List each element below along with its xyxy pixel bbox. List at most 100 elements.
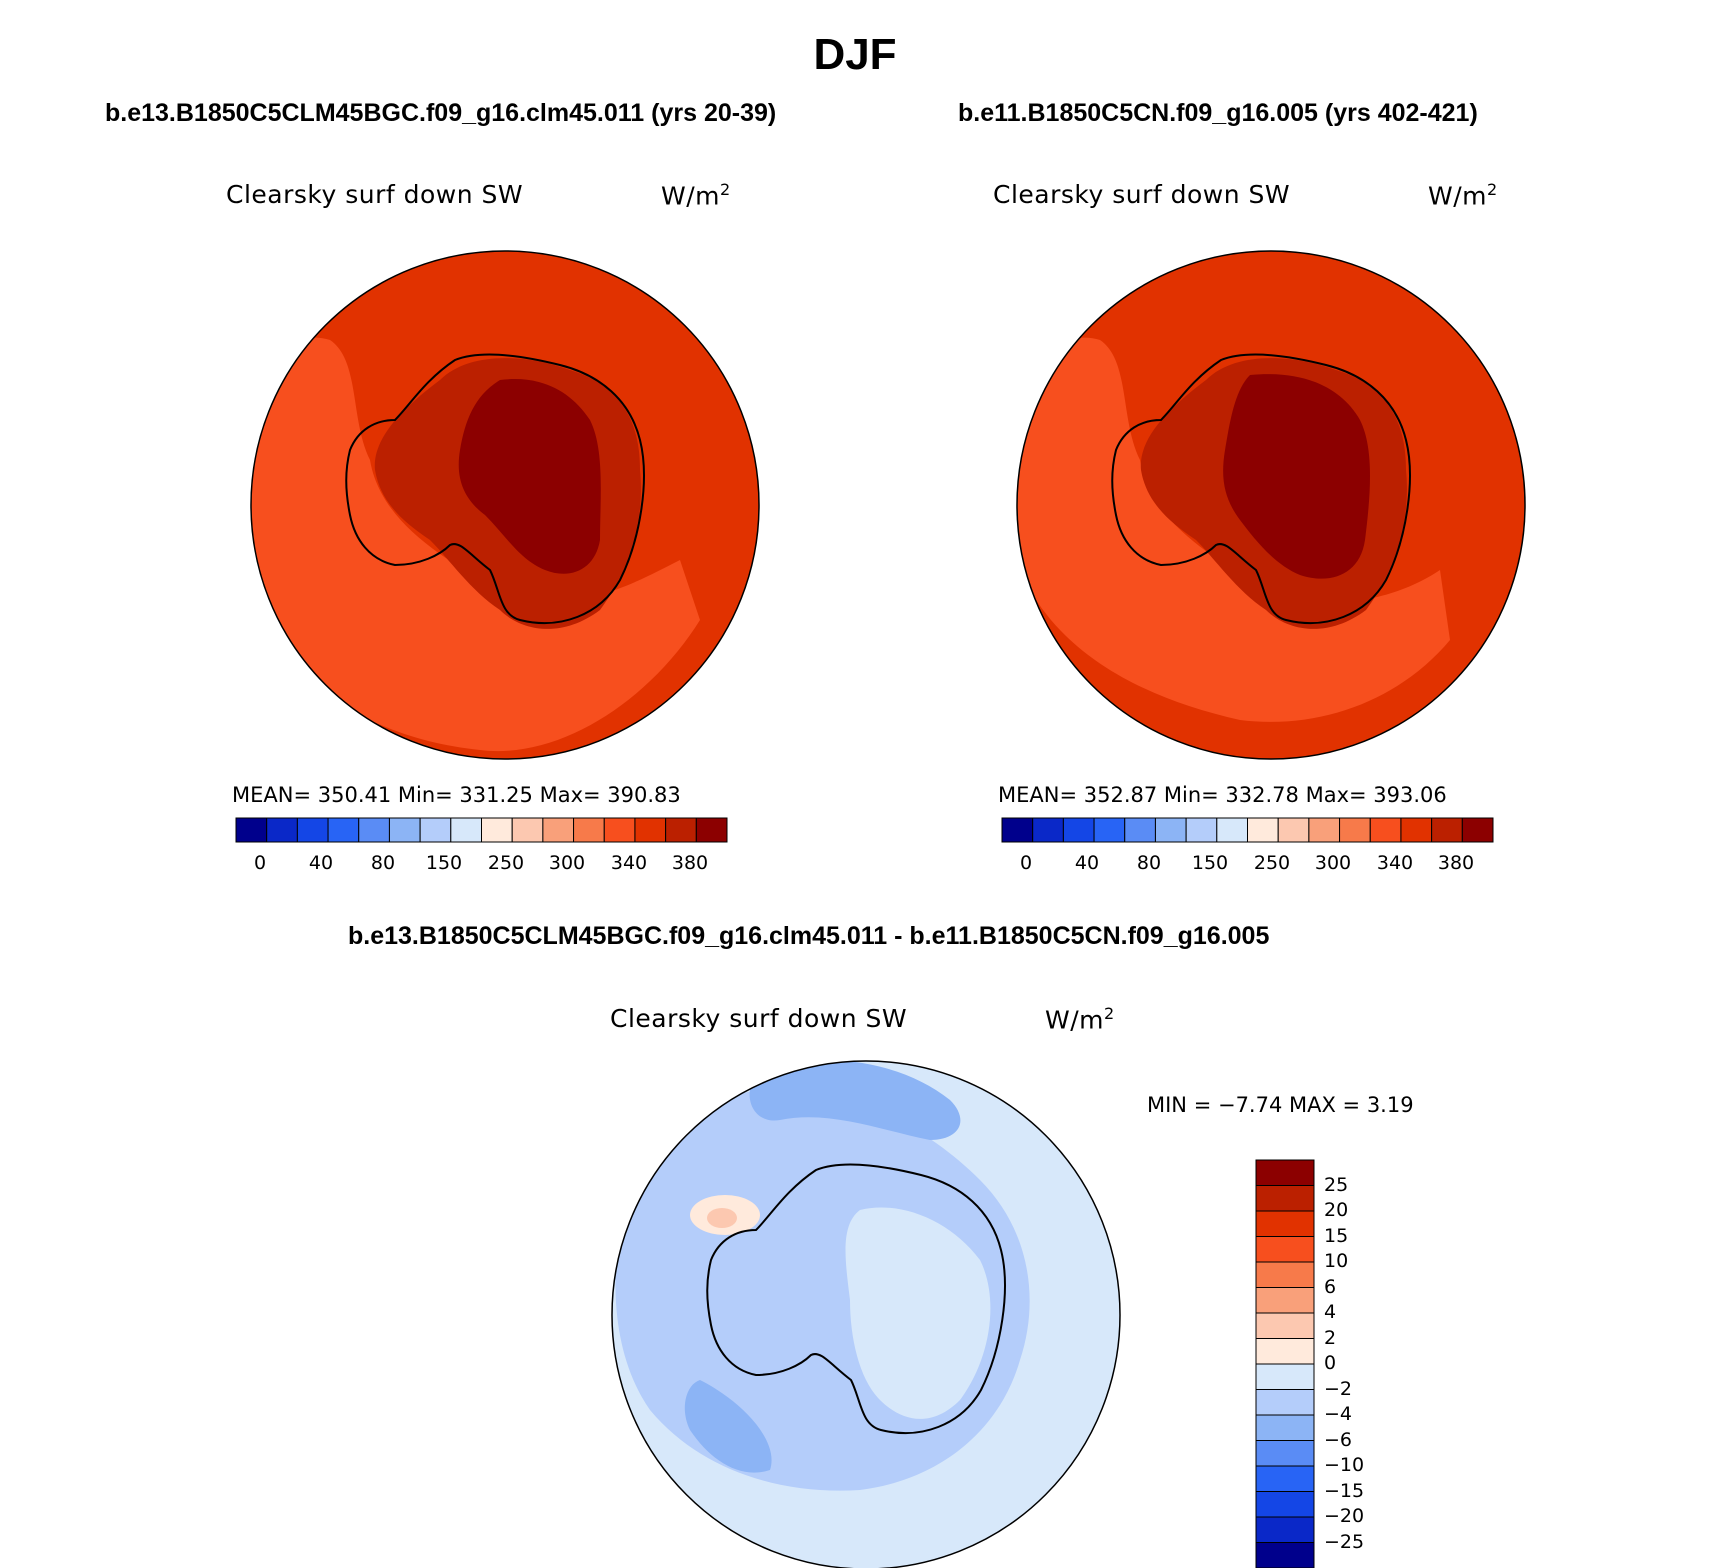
panel3-strong-band — [750, 1060, 961, 1140]
panel2-land-mid — [1141, 358, 1407, 629]
panel3-strong-band-south — [685, 1380, 772, 1473]
panel2-colorbar-box-13 — [1401, 818, 1432, 842]
panel2-tick-300: 300 — [1308, 852, 1358, 874]
panel1-tick-0: 0 — [235, 852, 285, 874]
diff-tick-15: 15 — [1324, 1225, 1348, 1247]
difference-colorbar-box-13 — [1256, 1492, 1314, 1518]
panel1-colorbar-box-12 — [604, 818, 635, 842]
panel2-colorbar-box-5 — [1155, 818, 1186, 842]
panel1-land-high — [459, 379, 601, 574]
panel1-colorbar-box-10 — [543, 818, 574, 842]
panel1-colorbar-box-14 — [666, 818, 697, 842]
difference-colorbar-box-10 — [1256, 1415, 1314, 1441]
difference-colorbar — [1256, 1160, 1314, 1568]
panel1-colorbar-box-8 — [482, 818, 513, 842]
panel1-tick-340: 340 — [604, 852, 654, 874]
panel2-colorbar-box-2 — [1063, 818, 1094, 842]
panel2-variable-label: Clearsky surf down SW — [993, 180, 1290, 209]
diff-tick-4: 4 — [1324, 1301, 1336, 1323]
panel1-map-border — [251, 251, 759, 759]
panel3-units-label: W/m2 — [1045, 1004, 1115, 1034]
panel3-mid-band — [615, 1089, 1029, 1491]
panel3-positive-area — [690, 1195, 760, 1235]
panel1-tick-250: 250 — [481, 852, 531, 874]
difference-colorbar-box-9 — [1256, 1390, 1314, 1416]
panel1-tick-300: 300 — [542, 852, 592, 874]
diff-tick-2: 2 — [1324, 1327, 1336, 1349]
panel1-colorbar-labels: 0 40 80 150 250 300 340 380 — [236, 852, 727, 876]
panel2-colorbar-box-6 — [1186, 818, 1217, 842]
panel3-minmax: MIN = −7.74 MAX = 3.19 — [1147, 1093, 1414, 1117]
panel2-tick-80: 80 — [1124, 852, 1174, 874]
diff-tick-minus20: −20 — [1324, 1505, 1364, 1527]
panel1-colorbar-box-13 — [635, 818, 666, 842]
panel1-land-mid — [375, 358, 641, 629]
panel2-colorbar-box-10 — [1309, 818, 1340, 842]
difference-colorbar-box-15 — [1256, 1543, 1314, 1568]
panel1-tick-150: 150 — [419, 852, 469, 874]
panel2-tick-250: 250 — [1247, 852, 1297, 874]
panel1-colorbar-box-9 — [512, 818, 543, 842]
difference-colorbar-labels: 25 20 15 10 6 4 2 0 −2 −4 −6 −10 −15 −20… — [1324, 1160, 1404, 1568]
panel1-colorbar-box-6 — [420, 818, 451, 842]
panel2-colorbar-box-1 — [1033, 818, 1064, 842]
panel2-tick-340: 340 — [1370, 852, 1420, 874]
panel2-coastline — [1112, 355, 1410, 623]
panel1-tick-40: 40 — [296, 852, 346, 874]
diff-tick-25: 25 — [1324, 1174, 1348, 1196]
difference-colorbar-box-0 — [1256, 1160, 1314, 1186]
panel1-units-label: W/m2 — [661, 180, 731, 210]
panel2-tick-150: 150 — [1185, 852, 1235, 874]
difference-colorbar-box-3 — [1256, 1237, 1314, 1263]
difference-colorbar-box-2 — [1256, 1211, 1314, 1237]
panel1-ocean — [251, 251, 759, 759]
diff-tick-minus4: −4 — [1324, 1403, 1352, 1425]
difference-colorbar-box-4 — [1256, 1262, 1314, 1288]
difference-colorbar-box-1 — [1256, 1186, 1314, 1212]
panel1-stats: MEAN= 350.41 Min= 331.25 Max= 390.83 — [232, 783, 681, 807]
difference-colorbar-box-8 — [1256, 1364, 1314, 1390]
panel2-colorbar-box-7 — [1217, 818, 1248, 842]
diff-tick-6: 6 — [1324, 1276, 1336, 1298]
difference-colorbar-box-14 — [1256, 1517, 1314, 1543]
panel1-colorbar-box-3 — [328, 818, 359, 842]
diff-tick-minus25: −25 — [1324, 1531, 1364, 1553]
diff-tick-minus6: −6 — [1324, 1429, 1352, 1451]
panel2-colorbar-box-11 — [1340, 818, 1371, 842]
panel2-colorbar-box-9 — [1278, 818, 1309, 842]
panel3-coastline — [707, 1165, 1005, 1433]
panel2-colorbar-box-8 — [1248, 818, 1279, 842]
difference-title: b.e13.B1850C5CLM45BGC.f09_g16.clm45.011 … — [348, 922, 1269, 951]
panel2-land-high — [1223, 374, 1370, 579]
panel1-colorbar-box-0 — [236, 818, 267, 842]
panel2-colorbar-box-4 — [1125, 818, 1156, 842]
difference-colorbar-box-11 — [1256, 1441, 1314, 1467]
diff-tick-10: 10 — [1324, 1250, 1348, 1272]
panel2-map-border — [1017, 251, 1525, 759]
case2-title: b.e11.B1850C5CN.f09_g16.005 (yrs 402-421… — [958, 99, 1478, 128]
panel1-colorbar-box-2 — [297, 818, 328, 842]
panel2-low-band — [1008, 338, 1450, 722]
figure-title: DJF — [0, 30, 1710, 80]
panel1-colorbar-box-5 — [389, 818, 420, 842]
panel1-low-band — [236, 338, 700, 752]
case1-title: b.e13.B1850C5CLM45BGC.f09_g16.clm45.011 … — [105, 99, 776, 128]
panel3-variable-label: Clearsky surf down SW — [610, 1004, 907, 1033]
panel1-colorbar-box-15 — [696, 818, 727, 842]
panel2-colorbar-box-3 — [1094, 818, 1125, 842]
panel3-positive-core — [707, 1208, 737, 1228]
panel1-colorbar-box-4 — [359, 818, 390, 842]
panel3-map-border — [612, 1061, 1120, 1568]
panel2-colorbar-labels: 0 40 80 150 250 300 340 380 — [1002, 852, 1493, 876]
panel1-colorbar — [236, 818, 727, 842]
panel1-tick-380: 380 — [665, 852, 715, 874]
difference-colorbar-box-6 — [1256, 1313, 1314, 1339]
panel2-colorbar-box-12 — [1370, 818, 1401, 842]
diff-tick-minus15: −15 — [1324, 1480, 1364, 1502]
panel3-land-light — [846, 1207, 991, 1418]
difference-colorbar-box-5 — [1256, 1288, 1314, 1314]
panel2-ocean — [1017, 251, 1525, 759]
panel1-colorbar-box-7 — [451, 818, 482, 842]
panel2-stats: MEAN= 352.87 Min= 332.78 Max= 393.06 — [998, 783, 1447, 807]
